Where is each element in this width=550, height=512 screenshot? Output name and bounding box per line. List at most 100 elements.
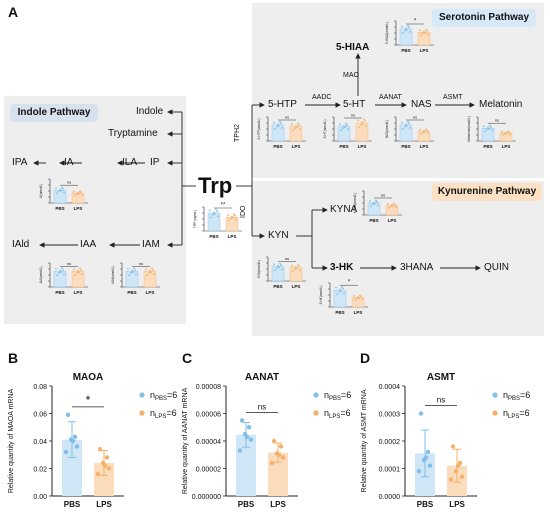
data-point [450, 444, 456, 449]
data-point [420, 132, 422, 135]
data-point [422, 131, 424, 134]
mini-chart-svg: 5-HIAA(nmol/L) PBS LPS * [385, 19, 434, 53]
mini-chart-svg: 5-HTP(nmol/L) PBS LPS ns [257, 115, 306, 149]
data-point [297, 264, 299, 267]
sig-label: ns [139, 261, 143, 266]
data-point [269, 460, 275, 466]
data-point [72, 434, 78, 440]
data-point [407, 120, 409, 123]
data-point [60, 271, 62, 274]
data-point [341, 285, 343, 288]
data-point [459, 474, 465, 479]
legend-label-lps: nLPS=6 [503, 408, 530, 420]
chart-asmt: ASMT 0.0000 0.0001 0.0002 0.0003 0.0004 Relati… [357, 358, 533, 512]
data-point [276, 452, 282, 457]
data-point [340, 290, 342, 292]
data-point [358, 296, 360, 299]
data-point [230, 217, 232, 220]
y-axis-label: KYNA(nmol/L) [353, 193, 357, 213]
pathway-arrows [33, 53, 481, 271]
y-axis-label: Melatonin(nmol/L) [467, 116, 471, 142]
data-point [424, 31, 426, 34]
sig-label: ns [258, 402, 266, 411]
sig-label: ** [221, 203, 226, 209]
data-point [102, 463, 108, 468]
data-point [295, 266, 297, 269]
x-tick-label: LPS [388, 218, 397, 223]
data-point [152, 268, 154, 271]
data-point [418, 411, 424, 416]
data-point [273, 263, 275, 266]
legend-label-pbs: nPBS=6 [503, 390, 530, 402]
data-point [343, 124, 345, 127]
data-point [483, 125, 485, 128]
data-point [78, 192, 80, 195]
y-tick-label: 0.0000 [379, 494, 401, 501]
y-tick-label: 0.000000 [192, 494, 221, 501]
data-point [153, 273, 155, 276]
data-point [362, 123, 364, 125]
node-kyn: KYN [268, 230, 289, 241]
enzyme-tph2: TPH2 [234, 124, 241, 142]
data-point [74, 444, 80, 449]
data-point [74, 194, 76, 197]
data-point [58, 190, 60, 193]
serotonin-pathway-tag: Serotonin Pathway [432, 9, 536, 27]
data-point [277, 264, 279, 267]
panel-label-c: C [182, 350, 193, 366]
data-point [416, 469, 422, 474]
data-point [360, 123, 362, 126]
data-point [347, 128, 349, 131]
data-point [455, 463, 461, 468]
y-tick-label: 0.04 [33, 439, 47, 446]
mini-chart-svg: IA(nmol/L) PBS LPS ns [39, 178, 88, 211]
data-point [80, 191, 82, 193]
node-ia: IA [64, 157, 74, 168]
chart-iaa: IAA(nmol/L) PBS LPS ns [38, 256, 90, 300]
data-point [273, 121, 275, 124]
bar-chart-svg: AANAT 0.000000 0.00002 0.00004 0.00006 0.0000… [182, 372, 351, 509]
sig-label: ns [495, 118, 499, 123]
data-point [426, 129, 428, 132]
data-point [489, 124, 491, 127]
data-point [246, 425, 252, 430]
data-point [235, 218, 237, 221]
data-point [79, 267, 81, 270]
y-axis-label: 3-HK(nmol/L) [319, 286, 323, 305]
data-point [298, 124, 300, 127]
data-point [292, 129, 294, 132]
indole-pathway-tag: Indole Pathway [10, 104, 98, 122]
chart-5htp: 5-HTP(nmol/L) PBS LPS ns [256, 110, 308, 154]
y-tick-label: 0.00004 [196, 439, 221, 446]
node-nas: NAS [411, 99, 432, 110]
data-point [484, 130, 486, 133]
data-point [61, 186, 63, 189]
data-point [296, 126, 298, 129]
data-point [76, 272, 78, 274]
data-point [361, 121, 363, 123]
data-point [231, 215, 233, 218]
data-point [280, 264, 282, 267]
node-iaa: IAA [80, 239, 97, 250]
data-point [95, 471, 101, 477]
data-point [336, 293, 338, 296]
chart-nas: NAS(nmol/L) PBS LPS ns [384, 110, 436, 154]
enzyme-asmt: ASMT [443, 94, 463, 101]
x-tick-label: LPS [449, 500, 465, 509]
data-point [401, 25, 403, 28]
node-3hana: 3HANA [400, 262, 434, 273]
data-point [490, 126, 492, 128]
data-point [369, 200, 371, 203]
node-5hiaa: 5-HIAA [336, 42, 370, 53]
mini-chart-svg: 5-HT(nmol/L) PBS LPS ns [323, 113, 372, 149]
data-point [453, 469, 459, 474]
data-point [127, 268, 129, 270]
y-tick-label: 0.00006 [196, 412, 221, 419]
enzyme-mao: MAO [343, 72, 359, 79]
legend-marker-pbs [492, 392, 498, 398]
x-tick-label: PBS [273, 144, 282, 149]
node-ila: ILA [122, 157, 138, 168]
data-point [297, 122, 299, 125]
y-tick-label: 0.02 [33, 467, 47, 474]
data-point [294, 268, 296, 271]
